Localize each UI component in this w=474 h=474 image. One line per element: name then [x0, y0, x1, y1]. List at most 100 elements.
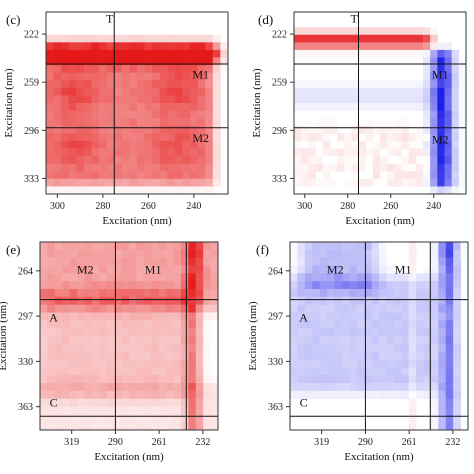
heatmap-cell: [53, 171, 62, 180]
heatmap-cell: [387, 148, 395, 157]
heatmap-cell: [106, 406, 115, 415]
heatmap-cell: [114, 80, 123, 89]
heatmap-cell: [344, 103, 352, 111]
heatmap-cell: [83, 80, 92, 89]
heatmap-cell: [182, 72, 191, 81]
heatmap-cell: [379, 296, 387, 306]
heatmap-cell: [423, 375, 432, 384]
heatmap-cell: [344, 34, 352, 43]
heatmap-cell: [173, 375, 182, 384]
heatmap-cell: [54, 367, 63, 376]
heatmap-cell: [297, 249, 306, 259]
heatmap-cell: [297, 367, 306, 376]
heatmap-cell: [445, 406, 454, 415]
heatmap-cell: [114, 289, 122, 298]
heatmap-cell: [121, 383, 130, 392]
heatmap-cell: [152, 95, 161, 104]
heatmap-cell: [159, 178, 168, 187]
heatmap-cell: [62, 312, 71, 321]
heatmap-cell: [180, 320, 189, 329]
heatmap-cell: [190, 186, 199, 195]
heatmap-cell: [458, 65, 467, 74]
heatmap-cell: [106, 383, 115, 392]
heatmap-cell: [190, 110, 199, 119]
heatmap-cell: [46, 171, 54, 180]
heatmap-cell: [437, 140, 445, 149]
heatmap-cell: [180, 249, 189, 259]
heatmap-cell: [121, 320, 130, 329]
heatmap-cell: [205, 133, 214, 142]
heatmap-cell: [136, 351, 145, 360]
heatmap-cell: [349, 265, 358, 274]
heatmap-cell: [91, 80, 100, 89]
heatmap-cell: [143, 328, 152, 337]
heatmap-cell: [84, 273, 93, 282]
heatmap-cell: [77, 351, 85, 360]
heatmap-cell: [358, 156, 367, 165]
heatmap-cell: [380, 95, 388, 104]
heatmap-cell: [158, 406, 167, 415]
heatmap-cell: [423, 171, 431, 180]
heatmap-cell: [301, 49, 309, 58]
heatmap-cell: [143, 249, 152, 259]
heatmap-cell: [401, 140, 410, 149]
heatmap-cell: [349, 281, 358, 290]
heatmap-cell: [62, 265, 71, 274]
heatmap-cell: [62, 398, 71, 407]
heatmap-cell: [437, 80, 445, 89]
heatmap-cell: [319, 336, 328, 345]
heatmap-cell: [173, 414, 182, 423]
heatmap-cell: [91, 95, 100, 104]
heatmap-cell: [99, 80, 108, 89]
heatmap-cell: [173, 336, 182, 345]
heatmap-cell: [349, 390, 358, 400]
heatmap-cell: [364, 242, 372, 251]
heatmap-cell: [210, 312, 219, 321]
y-tick-label: 363: [18, 402, 33, 413]
heatmap-cell: [294, 133, 302, 142]
heatmap-cell: [40, 328, 48, 337]
heatmap-cell: [152, 65, 161, 74]
heatmap-cell: [379, 242, 387, 251]
heatmap-cell: [166, 265, 174, 274]
heatmap-cell: [423, 118, 431, 127]
heatmap-cell: [77, 390, 85, 400]
heatmap-cell: [423, 57, 431, 66]
heatmap-cell: [137, 95, 145, 104]
heatmap-cell: [99, 171, 108, 180]
heatmap-cell: [380, 156, 388, 165]
heatmap-cell: [158, 273, 167, 282]
region-annotation: T: [106, 12, 114, 26]
heatmap-cell: [364, 304, 372, 313]
heatmap-cell: [106, 87, 115, 96]
heatmap-cell: [430, 57, 438, 66]
heatmap-cell: [438, 273, 447, 282]
heatmap-cell: [76, 34, 85, 43]
heatmap-cell: [322, 42, 331, 51]
heatmap-cell: [451, 186, 460, 195]
heatmap-cell: [334, 296, 343, 306]
heatmap-cell: [344, 133, 352, 142]
heatmap-cell: [453, 265, 461, 274]
heatmap-cell: [329, 80, 338, 89]
heatmap-cell: [68, 163, 77, 172]
heatmap-cell: [334, 351, 343, 360]
heatmap-cell: [114, 414, 122, 423]
heatmap-cell: [430, 72, 438, 81]
heatmap-cell: [290, 390, 298, 400]
heatmap-cell: [106, 57, 115, 66]
heatmap-cell: [210, 398, 219, 407]
heatmap-cell: [371, 359, 380, 368]
heatmap-cell: [445, 289, 454, 298]
region-annotation: T: [351, 12, 359, 26]
heatmap-cell: [290, 312, 298, 321]
heatmap-cell: [423, 178, 431, 187]
x-tick-label: 240: [426, 201, 441, 212]
heatmap-cell: [408, 156, 417, 165]
heatmap-cell: [174, 42, 183, 51]
heatmap-cell: [136, 414, 145, 423]
heatmap-cell: [166, 414, 174, 423]
heatmap-cell: [415, 125, 424, 134]
heatmap-cell: [62, 328, 71, 337]
heatmap-cell: [180, 328, 189, 337]
